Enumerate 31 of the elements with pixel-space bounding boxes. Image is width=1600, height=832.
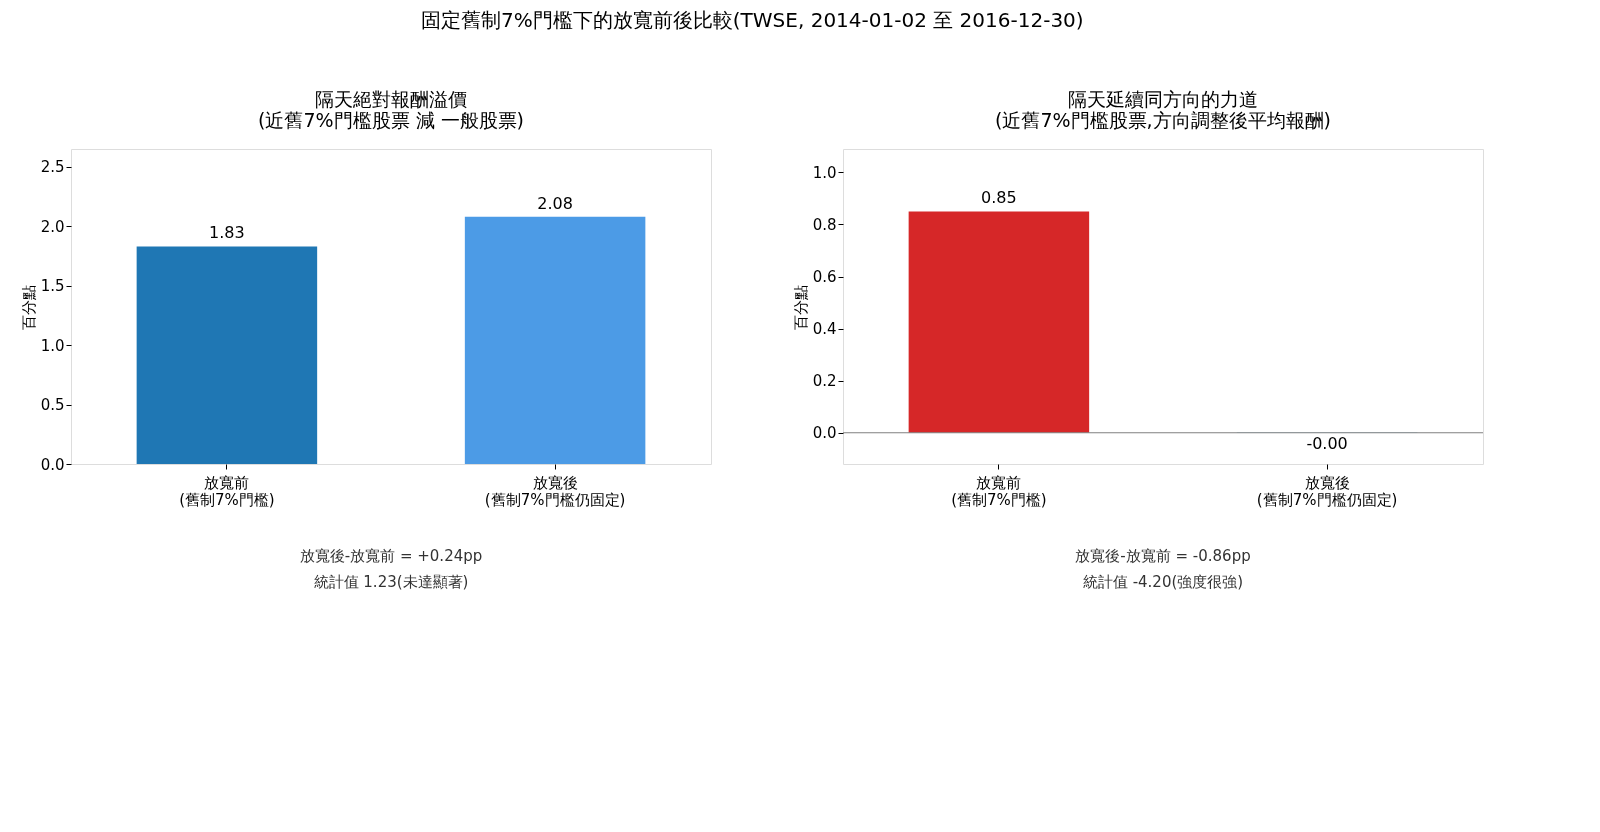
x-tick-label: 放寬後 (舊制7%門檻仍固定) [484,473,626,509]
y-axis-title: 百分點 [791,284,810,330]
y-tick-label: 1.5 [40,277,65,296]
y-tick-label: 2.0 [40,217,65,236]
data-label: 1.83 [209,223,245,243]
y-tick-label: 0.0 [40,455,65,474]
x-tick-label: 放寬後 (舊制7%門檻仍固定) [1256,473,1398,509]
x-tick-label: 放寬前 (舊制7%門檻) [179,473,275,509]
text: 統計值 -4.20(強度很強) [1082,573,1244,591]
y-tick-label: 2.5 [40,158,65,177]
y-tick-label: 1.0 [812,163,837,182]
text: 統計值 1.23(未達顯著) [313,573,469,591]
data-label: 2.08 [537,193,573,213]
data-label: -0.00 [1306,434,1348,454]
y-tick-label: 0.5 [40,396,65,415]
y-tick-label: 0.4 [812,320,837,339]
x-tick-label: 放寬前 (舊制7%門檻) [951,473,1047,509]
text: 放寬後-放寬前 = +0.24pp [299,547,483,565]
text: 放寬後-放寬前 = -0.86pp [1075,547,1251,565]
y-tick-label: 0.6 [812,268,837,287]
y-tick-label: 0.2 [812,372,837,391]
y-axis-title: 百分點 [19,284,38,330]
text: (近舊7%門檻股票,方向調整後平均報酬) [994,109,1332,131]
text: 固定舊制7%門檻下的放寬前後比較(TWSE, 2014-01-02 至 2016-12-30) [421,7,1084,32]
y-tick-label: 1.0 [40,336,65,355]
text: (近舊7%門檻股票 減 一般股票) [257,109,525,131]
y-tick-label: 0.0 [812,424,837,443]
y-tick-label: 0.8 [812,216,837,234]
text: 隔天延續同方向的力道 [1068,88,1258,110]
data-label: 0.85 [981,188,1017,208]
text: 隔天絕對報酬溢價 [315,88,467,110]
